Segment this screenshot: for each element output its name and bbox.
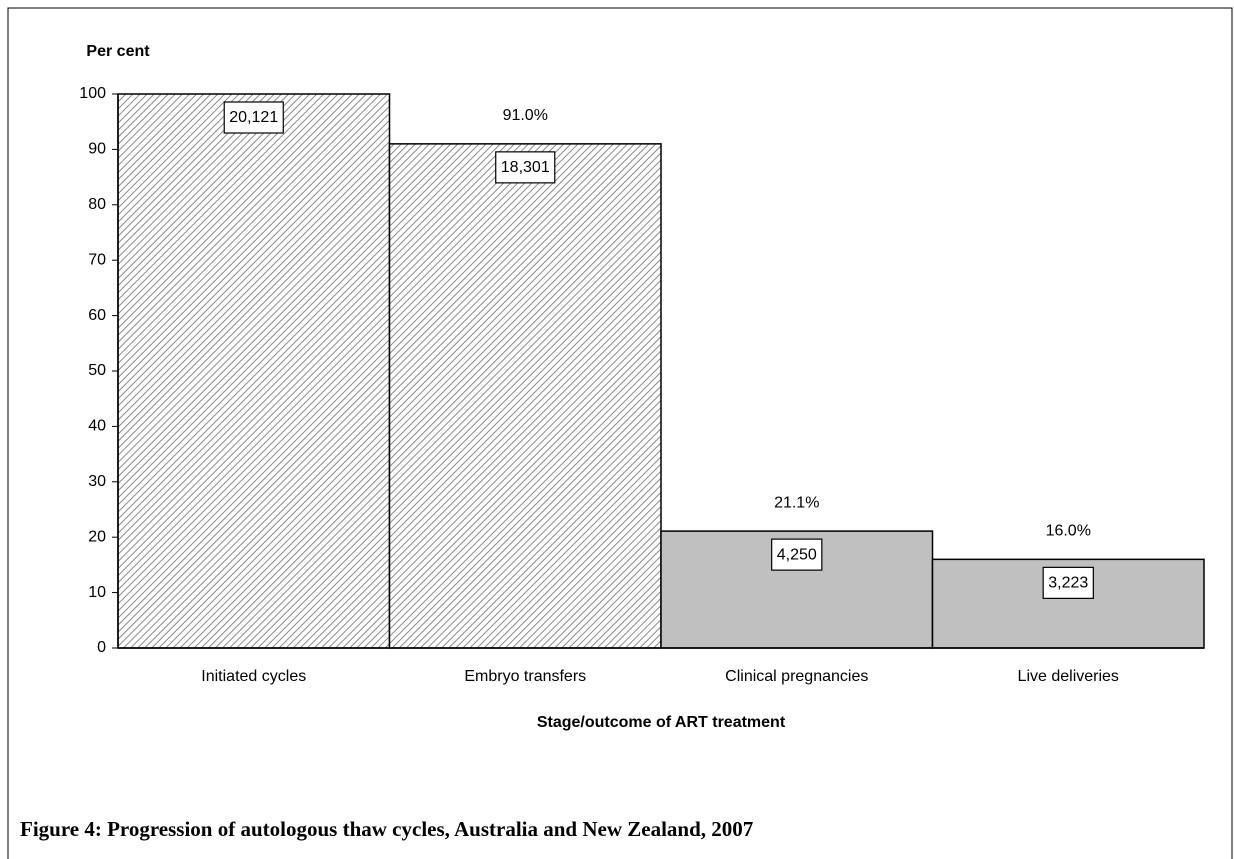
y-tick-label: 60 [88,307,106,324]
y-tick-label: 90 [88,141,106,158]
count-label: 4,250 [777,546,817,563]
x-tick-label: Embryo transfers [464,668,586,685]
x-tick-label: Initiated cycles [201,668,306,685]
count-label: 20,121 [229,109,278,126]
y-tick-label: 100 [79,85,106,102]
y-tick-label: 10 [88,584,106,601]
x-tick-label: Live deliveries [1018,668,1119,685]
y-tick-label: 70 [88,251,106,268]
frame [7,7,1233,859]
count-label: 3,223 [1048,575,1088,592]
bar [388,143,662,649]
bar [117,93,391,649]
count-box [223,101,284,134]
value-label: 91.0% [503,107,548,124]
x-tick-label: Clinical pregnancies [725,668,868,685]
y-tick-label: 40 [88,418,106,435]
count-label: 18,301 [501,159,550,176]
value-label: 16.0% [1046,523,1091,540]
y-tick-label: 80 [88,196,106,213]
value-label: 21.1% [774,494,819,511]
y-tick-label: 20 [88,528,106,545]
count-box [1042,566,1094,599]
count-box [495,151,556,184]
x-axis-title: Stage/outcome of ART treatment [537,714,786,731]
count-box [771,538,823,571]
y-tick-label: 50 [88,362,106,379]
chart-title: Figure 4: Progression of autologous thaw… [20,817,753,841]
y-tick-label: 0 [97,639,106,656]
y-axis-title: Per cent [86,43,150,60]
y-tick-label: 30 [88,473,106,490]
